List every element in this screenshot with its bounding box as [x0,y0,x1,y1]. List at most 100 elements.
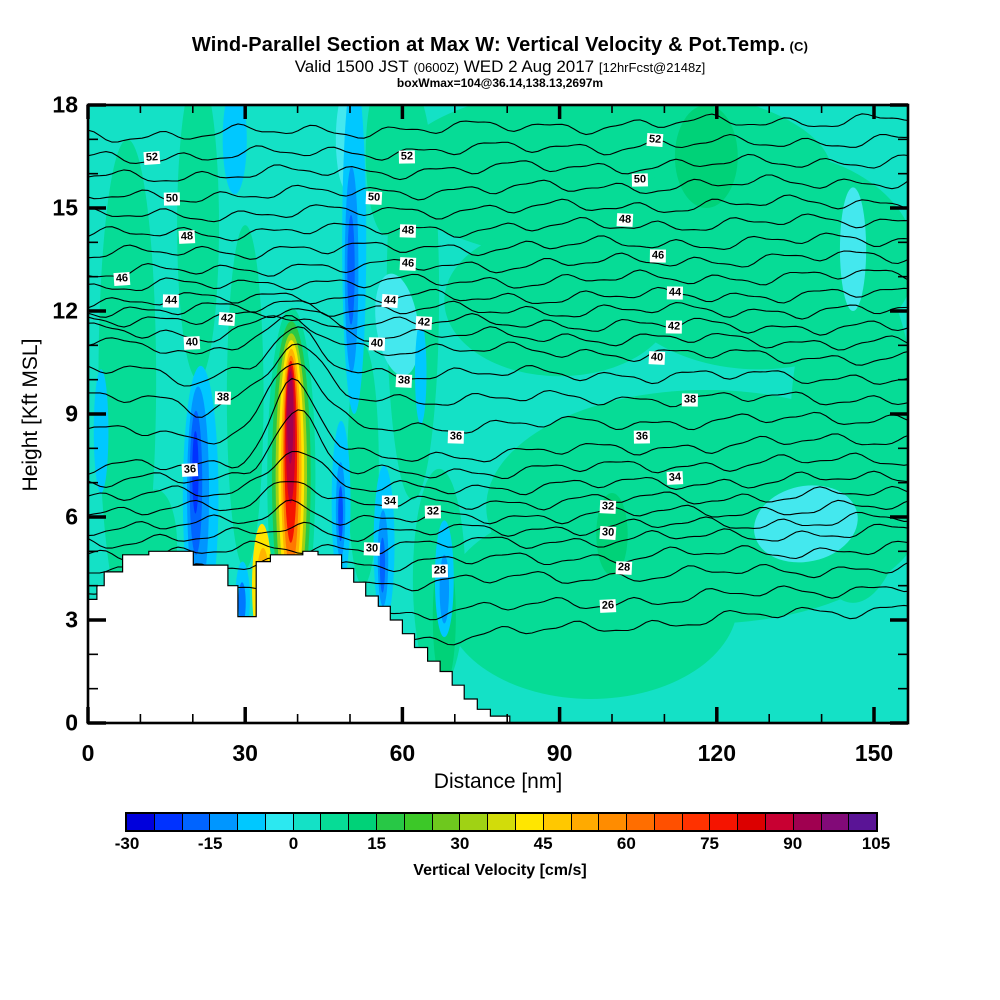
contour-label-50C: 50 [365,191,383,205]
isotherm-48C [88,213,908,242]
field-layer [88,105,908,723]
contour-label-44C: 44 [666,286,684,300]
contour-label-38C: 38 [681,393,699,407]
contour-label-52C: 52 [646,132,664,148]
y-tick-label-12: 12 [52,297,78,324]
isotherm-39C [88,326,908,387]
colorbar-label-90: 90 [783,834,803,853]
isotherm-41C [88,315,908,351]
contour-label-36C: 36 [447,430,465,444]
colorbar-segment-40-to-45 [515,814,544,830]
forecast-tag: [12hrFcst@2148z] [598,60,706,75]
colorbar [125,812,878,832]
isotherm-51C [88,153,908,182]
field-patch-blue-valley-notch-core [238,582,246,624]
x-tick-label-90: 90 [546,740,573,766]
colorbar-label-30: 30 [450,834,470,853]
field-patch-green-right-low-2 [444,506,738,699]
contour-label-38C: 38 [395,374,413,388]
isotherm-49C [88,194,908,223]
contour-label-40C: 40 [648,351,666,365]
isotherm-31C [88,511,908,549]
colorbar-segment-85-to-90 [765,814,794,830]
contour-label-50C: 50 [631,173,649,187]
max-w-subline: boxWmax=104@36.14,138.13,2697m [396,76,604,90]
isotherm-43C [88,300,908,320]
contour-label-32C: 32 [599,500,617,514]
colorbar-segment-55-to-60 [599,814,628,830]
chart-title-units: (C) [789,39,809,54]
valid-date: WED 2 Aug 2017 [463,57,595,76]
contour-label-30C: 30 [363,542,381,556]
contour-label-48C: 48 [178,230,196,244]
colorbar-label-75: 75 [700,834,719,853]
x-tick-label-60: 60 [389,740,416,766]
contour-label-52C: 52 [398,150,416,164]
contour-label-30C: 30 [599,525,617,541]
colorbar-segment-20-to-25 [404,814,433,830]
terrain-silhouette [88,550,511,723]
contour-label-40C: 40 [368,337,386,351]
x-tick-label-30: 30 [232,740,258,766]
x-tick-label-150: 150 [854,740,894,766]
contour-label-48C: 48 [399,224,417,238]
contour-label-36C: 36 [633,430,651,444]
contour-label-32C: 32 [424,505,442,519]
y-tick-label-15: 15 [52,194,78,221]
isotherm-35C [88,409,908,488]
colorbar-segment-10-to-15 [349,814,378,830]
isotherm-33C [88,481,908,516]
isotherm-37C [88,363,908,445]
x-tick-label-120: 120 [697,740,736,766]
valid-time: Valid 1500 JST [294,57,409,76]
colorbar-segment-0-to-5 [293,814,322,830]
y-tick-label-18: 18 [52,91,78,118]
contour-label-46C: 46 [399,257,417,271]
y-axis-title: Height [Kft MSL] [19,338,42,492]
colorbar-label-0: 0 [288,834,299,853]
x-axis-title: Distance [nm] [433,770,563,793]
colorbar-segment-45-to-50 [543,814,572,830]
isotherm-36C [88,377,908,475]
field-patch-cyan-top-right [839,187,867,312]
valid-utc: (0600Z) [413,60,459,75]
colorbar-label-45: 45 [533,834,553,853]
colorbar-segment-95-to-100 [821,814,850,830]
colorbar-segment-70-to-75 [682,814,711,830]
contour-label-40C: 40 [183,336,201,350]
field-patch-green-left-2 [177,105,219,380]
field-patch-green-left-3 [226,225,264,569]
contour-label-28C: 28 [431,564,449,578]
y-tick-label-6: 6 [65,503,78,530]
contour-label-34C: 34 [666,471,684,485]
isotherm-46C [88,250,908,278]
colorbar-label--15: -15 [197,834,223,853]
y-tick-label-0: 0 [65,709,78,736]
y-tick-label-9: 9 [65,400,78,427]
field-patch-cyan-right-diag [754,485,858,563]
contour-label-38C: 38 [214,391,232,405]
isotherm-47C [88,232,908,260]
colorbar-segment--30-to--25 [127,814,155,830]
field-patch-blue-63 [414,321,427,425]
contour-label-26C: 26 [599,599,617,613]
plot-frame [86,103,910,725]
field-patch-green-left-1 [98,139,157,621]
isotherm-52C [88,133,908,164]
field-patch-blue-56-core [379,537,386,593]
colorbar-segment-75-to-80 [710,814,739,830]
contour-label-44C: 44 [162,294,180,308]
contour-label-36C: 36 [181,463,199,477]
contour-label-28C: 28 [615,561,633,575]
isotherm-53C [88,113,908,143]
contour-label-50C: 50 [163,192,181,206]
colorbar-segment-90-to-95 [793,814,822,830]
colorbar-segment--10-to--5 [238,814,266,830]
colorbar-label-60: 60 [616,834,636,853]
colorbar-segment-25-to-30 [432,814,461,830]
colorbar-segment-80-to-85 [738,814,766,830]
field-patch-green-topright-3 [444,225,675,377]
field-patch-dkgreen-topright [674,105,738,209]
